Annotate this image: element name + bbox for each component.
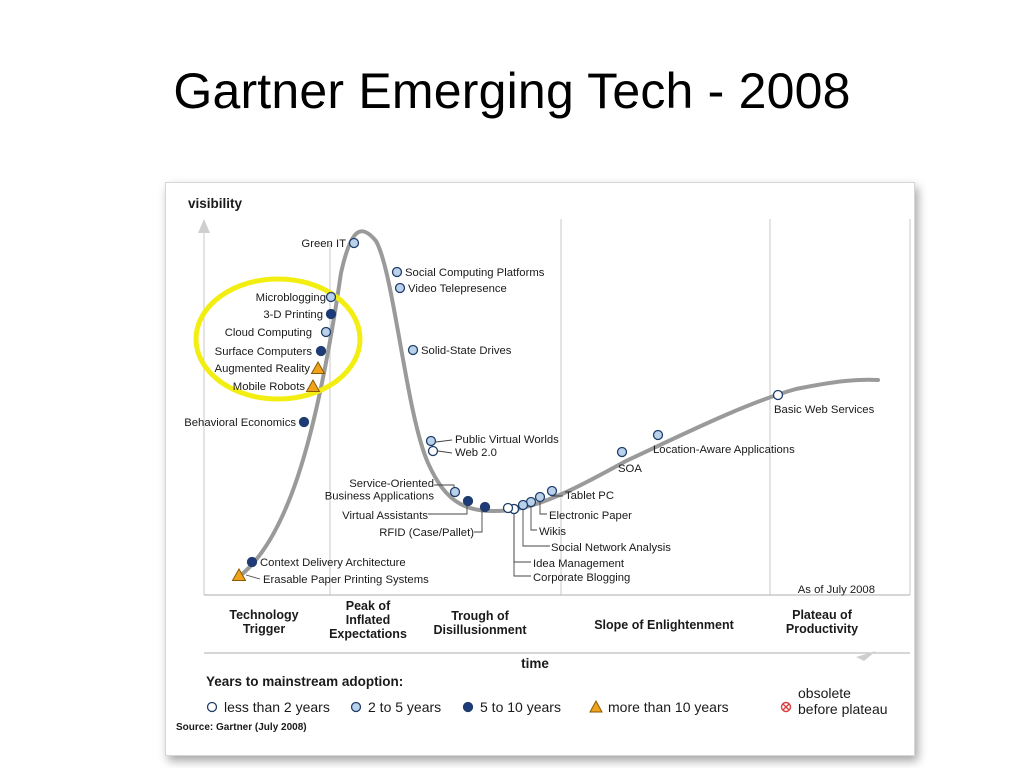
technology-label: Wikis: [539, 526, 566, 538]
technology-label: Public Virtual Worlds: [455, 434, 559, 446]
5-to-10-years-marker: [462, 495, 474, 507]
hype-curve: [234, 229, 880, 581]
2-to-5-years-marker: [652, 429, 664, 441]
technology-label: Surface Computers: [215, 346, 313, 358]
more-than-10-years-marker: [310, 360, 326, 374]
leader-line: [513, 509, 531, 577]
highlight-circle: [193, 276, 363, 402]
more-than-10-years-legend-icon: [589, 699, 603, 713]
phase-label: Trough of Disillusionment: [433, 609, 527, 637]
technology-label: 3-D Printing: [263, 309, 323, 321]
technology-label: Mobile Robots: [233, 381, 306, 393]
2-to-5-years-marker: [394, 282, 406, 294]
2-to-5-years-marker: [407, 344, 419, 356]
hype-cycle-figure: visibility time As of July 2008 Source: Gar…: [165, 182, 915, 756]
2-to-5-years-marker: [616, 446, 628, 458]
technology-label: Video Telepresence: [408, 283, 507, 295]
legend-marker: [462, 701, 474, 713]
technology-label: Idea Management: [533, 558, 625, 570]
technology-label: RFID (Case/Pallet): [379, 527, 474, 539]
2-to-5-years-marker: [517, 499, 529, 511]
5-to-10-years-marker: [315, 345, 327, 357]
more-than-10-years-marker: [305, 378, 321, 392]
legend-label: more than 10 years: [608, 699, 729, 715]
2-to-5-years-marker: [546, 485, 558, 497]
technology-label: Basic Web Services: [774, 404, 875, 416]
legend-title: Years to mainstream adoption:: [206, 674, 403, 689]
technology-label: Microblogging: [256, 292, 326, 304]
more-than-10-years-marker: [231, 567, 247, 581]
source-note: Source: Gartner (July 2008): [176, 722, 307, 733]
legend-marker: [350, 701, 362, 713]
technology-label: Tablet PC: [565, 490, 614, 502]
phase-label: Plateau of Productivity: [786, 608, 858, 636]
5-to-10-years-marker: [246, 556, 258, 568]
leader-line: [474, 507, 483, 533]
2-to-5-years-marker: [425, 435, 437, 447]
legend-label: obsolete before plateau: [798, 685, 888, 717]
phase-label: Peak of Inflated Expectations: [329, 599, 407, 641]
technology-label: Corporate Blogging: [533, 572, 630, 584]
y-axis-label: visibility: [188, 196, 243, 211]
y-axis-arrow: [198, 219, 210, 233]
technology-label: Context Delivery Architecture: [260, 557, 406, 569]
technology-label: Location-Aware Applications: [653, 444, 795, 456]
leader-line: [513, 509, 531, 563]
phase-label: Technology Trigger: [229, 608, 298, 636]
5-to-10-years-marker: [325, 308, 337, 320]
technology-label: Erasable Paper Printing Systems: [263, 574, 429, 586]
legend-label: less than 2 years: [224, 699, 330, 715]
technology-label: Social Network Analysis: [551, 542, 671, 554]
legend-marker: [206, 701, 218, 713]
2-to-5-years-marker: [325, 291, 337, 303]
technology-label: Cloud Computing: [225, 327, 312, 339]
as-of-date: As of July 2008: [798, 584, 875, 596]
phase-label: Slope of Enlightenment: [594, 618, 734, 632]
technology-label: Virtual Assistants: [342, 510, 428, 522]
technology-label: Web 2.0: [455, 447, 497, 459]
2-to-5-years-marker: [320, 326, 332, 338]
leader-line: [522, 505, 550, 547]
2-to-5-years-marker: [391, 266, 403, 278]
leader-line: [435, 439, 453, 443]
leader-line: [437, 450, 453, 454]
technology-label: Solid-State Drives: [421, 345, 512, 357]
less-than-2-years-marker: [502, 502, 514, 514]
slide-title: Gartner Emerging Tech - 2008: [173, 63, 851, 119]
2-to-5-years-marker: [449, 486, 461, 498]
legend-label: 5 to 10 years: [480, 699, 561, 715]
less-than-2-years-marker: [427, 445, 439, 457]
obsolete-legend-icon: [782, 703, 790, 711]
technology-label: Green IT: [301, 238, 346, 250]
technology-label: Behavioral Economics: [184, 417, 296, 429]
2-to-5-years-marker: [348, 237, 360, 249]
5-to-10-years-marker: [298, 416, 310, 428]
less-than-2-years-marker: [772, 389, 784, 401]
leader-line: [245, 574, 261, 580]
technology-label: Service-Oriented Business Applications: [325, 478, 435, 503]
technology-label: Augmented Reality: [215, 363, 311, 375]
legend-label: 2 to 5 years: [368, 699, 441, 715]
x-axis-label: time: [521, 656, 549, 671]
hype-cycle-chart: visibility time As of July 2008 Source: Gar…: [176, 196, 911, 733]
x-axis-arrow: [856, 651, 876, 661]
technology-label: Social Computing Platforms: [405, 267, 545, 279]
leader-line: [530, 502, 537, 531]
5-to-10-years-marker: [479, 501, 491, 513]
2-to-5-years-marker: [534, 491, 546, 503]
leader-line: [539, 497, 547, 515]
technology-label: SOA: [618, 463, 642, 475]
technology-label: Electronic Paper: [549, 510, 632, 522]
